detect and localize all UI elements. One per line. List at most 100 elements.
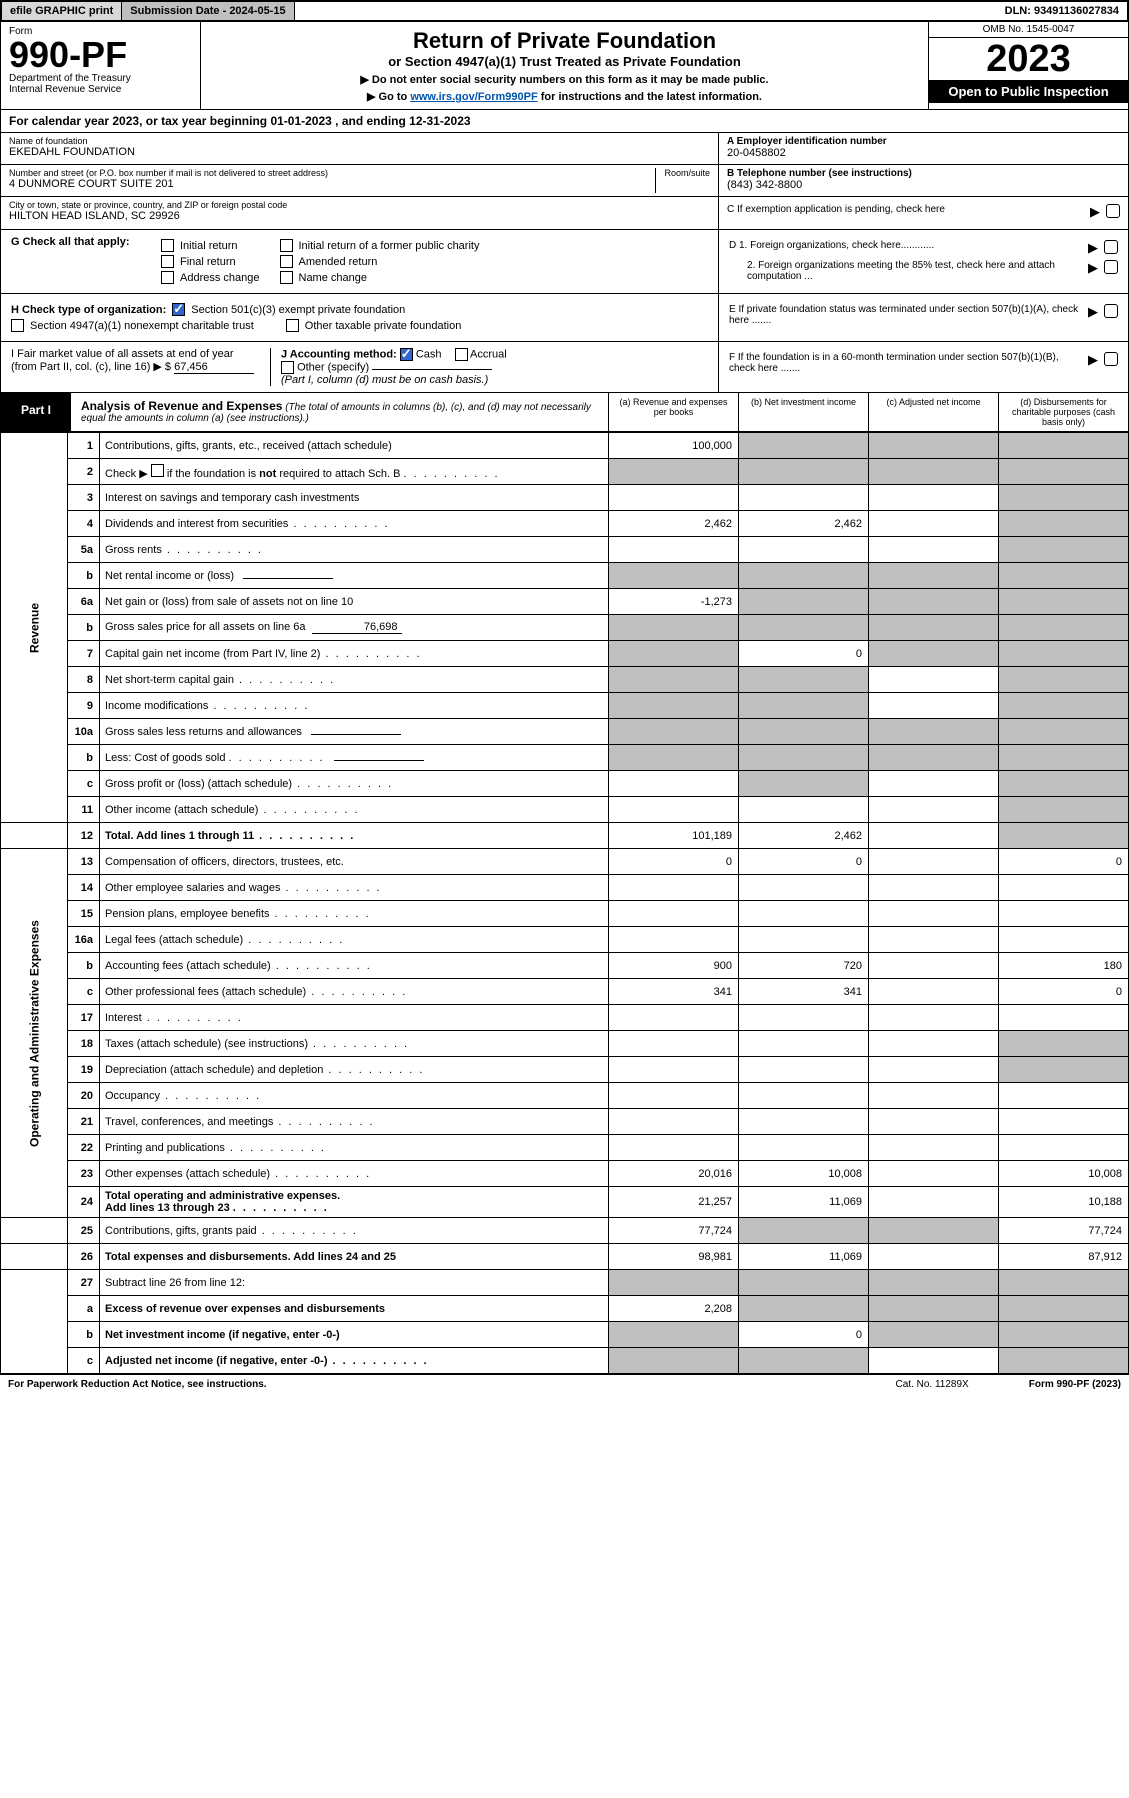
row-num: 27 — [68, 1270, 100, 1296]
row-label: Other expenses (attach schedule) — [100, 1161, 609, 1187]
ein-value: 20-0458802 — [727, 147, 1120, 159]
g-former-checkbox[interactable] — [280, 239, 293, 252]
amt-b: 10,008 — [739, 1161, 869, 1187]
row-num: c — [68, 1348, 100, 1374]
d1-checkbox[interactable] — [1104, 240, 1118, 254]
city-label: City or town, state or province, country… — [9, 200, 710, 210]
entity-info: Name of foundation EKEDAHL FOUNDATION Nu… — [0, 133, 1129, 230]
j-note: (Part I, column (d) must be on cash basi… — [281, 374, 488, 386]
row-label: Printing and publications — [100, 1135, 609, 1161]
address-value: 4 DUNMORE COURT SUITE 201 — [9, 178, 635, 190]
row-num: 9 — [68, 693, 100, 719]
row-num: 26 — [68, 1244, 100, 1270]
form-title: Return of Private Foundation — [213, 28, 916, 54]
row-label: Gross sales price for all assets on line… — [100, 615, 609, 641]
g-opt-initial: Initial return — [180, 240, 237, 252]
row-label: Gross rents — [100, 537, 609, 563]
e-label: E If private foundation status was termi… — [729, 304, 1082, 326]
h-4947-checkbox[interactable] — [11, 319, 24, 332]
amt-a: 101,189 — [609, 823, 739, 849]
city-value: HILTON HEAD ISLAND, SC 29926 — [9, 210, 710, 222]
c-checkbox[interactable] — [1106, 204, 1120, 218]
row-label: Less: Cost of goods sold — [100, 745, 609, 771]
amt-a: 2,462 — [609, 511, 739, 537]
col-a-header: (a) Revenue and expenses per books — [608, 393, 738, 431]
f-checkbox[interactable] — [1104, 352, 1118, 366]
g-initial-checkbox[interactable] — [161, 239, 174, 252]
irs-link[interactable]: www.irs.gov/Form990PF — [410, 91, 537, 103]
row-num: 10a — [68, 719, 100, 745]
row-num: 8 — [68, 667, 100, 693]
section-h-e: H Check type of organization: Section 50… — [0, 294, 1129, 342]
row-label: Net investment income (if negative, ente… — [100, 1322, 609, 1348]
part1-table: Revenue 1Contributions, gifts, grants, e… — [0, 432, 1129, 1374]
amt-a: 2,208 — [609, 1296, 739, 1322]
amt-a: 341 — [609, 979, 739, 1005]
amt-d: 10,188 — [999, 1187, 1129, 1218]
c-label: C If exemption application is pending, c… — [727, 204, 1084, 215]
amt-a: -1,273 — [609, 589, 739, 615]
g-address-checkbox[interactable] — [161, 271, 174, 284]
row-num: b — [68, 953, 100, 979]
row-num: 11 — [68, 797, 100, 823]
row-label: Accounting fees (attach schedule) — [100, 953, 609, 979]
section-i-j-f: I Fair market value of all assets at end… — [0, 342, 1129, 393]
row-label: Income modifications — [100, 693, 609, 719]
top-bar: efile GRAPHIC print Submission Date - 20… — [0, 0, 1129, 22]
e-checkbox[interactable] — [1104, 304, 1118, 318]
ein-label: A Employer identification number — [727, 136, 1120, 147]
submission-date: Submission Date - 2024-05-15 — [122, 2, 294, 20]
row-label: Legal fees (attach schedule) — [100, 927, 609, 953]
d2-checkbox[interactable] — [1104, 260, 1118, 274]
row-num: b — [68, 745, 100, 771]
row-label: Excess of revenue over expenses and disb… — [100, 1296, 609, 1322]
i-value: 67,456 — [174, 361, 254, 374]
h-other-checkbox[interactable] — [286, 319, 299, 332]
row-label: Occupancy — [100, 1083, 609, 1109]
row-label: Gross profit or (loss) (attach schedule) — [100, 771, 609, 797]
j-other-checkbox[interactable] — [281, 361, 294, 374]
row-num: 4 — [68, 511, 100, 537]
d2-label: 2. Foreign organizations meeting the 85%… — [729, 260, 1082, 282]
amt-d: 0 — [999, 979, 1129, 1005]
row-num: 13 — [68, 849, 100, 875]
j-cash-checkbox[interactable] — [400, 348, 413, 361]
efile-print-button[interactable]: efile GRAPHIC print — [2, 2, 122, 20]
row-label: Contributions, gifts, grants paid — [100, 1218, 609, 1244]
row-num: 23 — [68, 1161, 100, 1187]
row-num: 16a — [68, 927, 100, 953]
g-opt-amended: Amended return — [299, 256, 378, 268]
g-amended-checkbox[interactable] — [280, 255, 293, 268]
h-label: H Check type of organization: — [11, 304, 166, 316]
g-final-checkbox[interactable] — [161, 255, 174, 268]
row-label: Net gain or (loss) from sale of assets n… — [100, 589, 609, 615]
name-label: Name of foundation — [9, 136, 710, 146]
form-header: Form 990-PF Department of the Treasury I… — [0, 22, 1129, 110]
phone-label: B Telephone number (see instructions) — [727, 168, 1120, 179]
amt-b: 0 — [739, 641, 869, 667]
row-num: b — [68, 1322, 100, 1348]
j-accrual-checkbox[interactable] — [455, 348, 468, 361]
row-label: Depreciation (attach schedule) and deple… — [100, 1057, 609, 1083]
footer-right: Form 990-PF (2023) — [1029, 1379, 1121, 1390]
row-num: 15 — [68, 901, 100, 927]
amt-a: 20,016 — [609, 1161, 739, 1187]
row-label: Other professional fees (attach schedule… — [100, 979, 609, 1005]
g-name-checkbox[interactable] — [280, 271, 293, 284]
row-num: 21 — [68, 1109, 100, 1135]
inline-amt: 76,698 — [312, 621, 402, 634]
h-501c3-checkbox[interactable] — [172, 303, 185, 316]
h-opt1: Section 501(c)(3) exempt private foundat… — [191, 304, 405, 316]
foundation-name: EKEDAHL FOUNDATION — [9, 146, 710, 158]
schb-checkbox[interactable] — [151, 464, 164, 477]
row-num: 25 — [68, 1218, 100, 1244]
row-num: c — [68, 979, 100, 1005]
row-label: Interest on savings and temporary cash i… — [100, 485, 609, 511]
row-label: Net short-term capital gain — [100, 667, 609, 693]
row-num: c — [68, 771, 100, 797]
amt-b: 341 — [739, 979, 869, 1005]
amt-b: 11,069 — [739, 1187, 869, 1218]
g-label: G Check all that apply: — [11, 236, 161, 287]
amt-b: 0 — [739, 849, 869, 875]
row-num: 22 — [68, 1135, 100, 1161]
